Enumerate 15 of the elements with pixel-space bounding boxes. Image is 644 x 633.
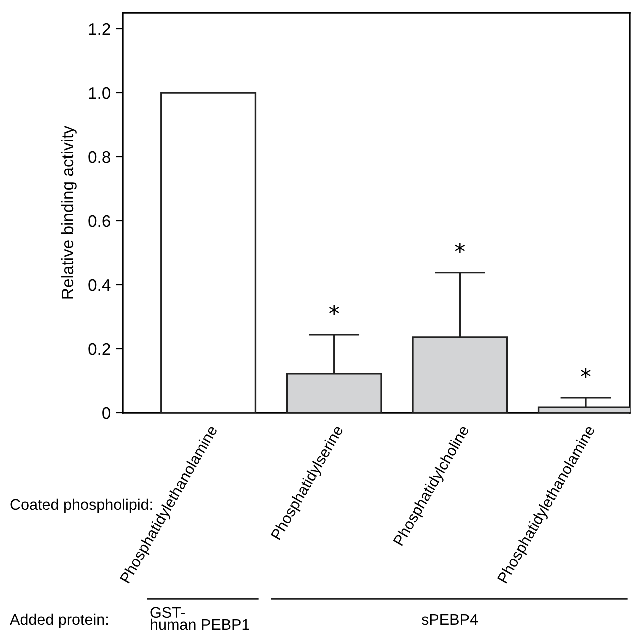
text: GST- human PEBP1 — [150, 607, 250, 630]
y-axis-title: Relative binding activity — [61, 126, 77, 299]
y-tick-label: 1.2 — [89, 23, 110, 36]
text: sPEBP4 — [422, 614, 478, 626]
annotation: * — [455, 243, 466, 254]
y-tick-label: 1.0 — [89, 87, 111, 100]
annotation: * — [581, 368, 591, 378]
y-tick-label: 0 — [102, 407, 111, 420]
bar — [160, 92, 257, 413]
y-tick-label: 0.2 — [88, 343, 110, 356]
y-tick-label: 0.8 — [88, 151, 110, 164]
y-tick-label: 0.4 — [88, 279, 111, 292]
annotation: * — [329, 305, 340, 316]
y-tick-label: 0.6 — [88, 215, 110, 228]
text: Added protein: — [10, 614, 108, 628]
